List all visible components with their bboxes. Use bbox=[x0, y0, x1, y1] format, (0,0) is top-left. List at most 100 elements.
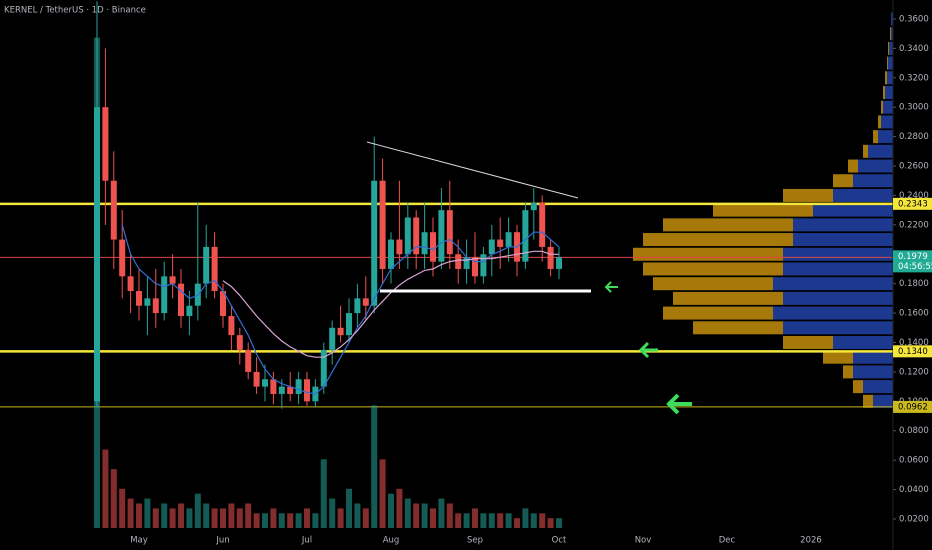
candle-body bbox=[144, 298, 151, 306]
profile-layer bbox=[633, 12, 893, 408]
price-axis bbox=[893, 0, 932, 550]
profile-bar bbox=[863, 394, 873, 408]
candle-body bbox=[136, 291, 142, 306]
volume-bar bbox=[144, 498, 151, 528]
profile-bar bbox=[693, 321, 783, 335]
profile-bar bbox=[833, 188, 893, 202]
profile-bar bbox=[833, 336, 893, 349]
profile-bar bbox=[863, 380, 893, 394]
volume-bar bbox=[194, 493, 201, 528]
candle-body bbox=[304, 379, 310, 402]
profile-bar bbox=[881, 115, 893, 129]
candle-body bbox=[346, 313, 352, 336]
x-tick-label: Nov bbox=[635, 536, 652, 546]
profile-bar bbox=[883, 86, 885, 99]
candle-body bbox=[295, 379, 302, 394]
volume-bar bbox=[514, 518, 520, 528]
y-tick-label: 0.2600 bbox=[899, 162, 929, 172]
volume-bar bbox=[505, 513, 512, 528]
y-tick-label: 0.2200 bbox=[899, 220, 929, 230]
profile-bar bbox=[663, 306, 773, 320]
profile-bar bbox=[888, 41, 889, 55]
profile-bar bbox=[713, 203, 813, 217]
candle-body bbox=[253, 371, 260, 387]
candle-body bbox=[320, 349, 327, 387]
profile-bar bbox=[633, 247, 783, 261]
candle-body bbox=[102, 107, 109, 181]
candle-body bbox=[94, 107, 100, 402]
volume-bar bbox=[522, 508, 529, 528]
candle-body bbox=[186, 305, 193, 317]
y-tick-label: 0.1800 bbox=[899, 279, 929, 289]
volume-bar bbox=[186, 508, 193, 528]
y-tick-label: 0.1400 bbox=[899, 338, 929, 348]
candle-body bbox=[178, 283, 184, 317]
candle-body bbox=[110, 180, 117, 240]
candle-body bbox=[220, 291, 226, 317]
y-tick-label: 0.3400 bbox=[899, 44, 929, 54]
volume-bar bbox=[136, 503, 142, 528]
volume-bar bbox=[110, 469, 117, 528]
profile-bar bbox=[858, 159, 893, 173]
profile-bar bbox=[653, 277, 773, 291]
profile-bar bbox=[883, 100, 893, 114]
volume-bar bbox=[379, 459, 386, 528]
volume-bar bbox=[438, 498, 445, 528]
profile-bar bbox=[889, 41, 893, 55]
profile-bar bbox=[643, 262, 783, 276]
candle-body bbox=[522, 210, 529, 262]
x-tick-label: May bbox=[130, 536, 148, 546]
profile-bar bbox=[853, 350, 893, 364]
profile-bar bbox=[891, 12, 893, 26]
profile-bar bbox=[823, 350, 853, 364]
volume-bar bbox=[413, 503, 420, 528]
profile-bar bbox=[878, 115, 881, 129]
profile-bar bbox=[783, 321, 893, 335]
level-tag-label: 0.0962 bbox=[898, 402, 928, 412]
arrow bbox=[666, 393, 692, 415]
volume-bar bbox=[455, 513, 462, 528]
profile-bar bbox=[888, 56, 893, 70]
candle-body bbox=[329, 327, 336, 350]
profile-bar bbox=[783, 336, 833, 349]
level-tag-label: 0.1340 bbox=[898, 347, 928, 357]
volume-bar bbox=[228, 503, 235, 528]
price-tag-label: 0.1979 bbox=[898, 252, 928, 262]
volume-bar bbox=[178, 503, 184, 528]
candle-body bbox=[556, 257, 562, 269]
candle-body bbox=[337, 327, 344, 336]
candle-body bbox=[152, 298, 159, 314]
level-tag bbox=[893, 197, 932, 210]
y-tick-label: 0.2800 bbox=[899, 132, 929, 142]
volume-bar bbox=[480, 513, 487, 528]
volume-bar bbox=[446, 503, 453, 528]
candle-body bbox=[497, 239, 504, 247]
volume-bar bbox=[220, 508, 226, 528]
profile-bar bbox=[853, 174, 893, 188]
profile-bar bbox=[853, 380, 863, 394]
trend-line bbox=[366, 141, 579, 199]
volume-bar bbox=[152, 508, 159, 528]
profile-bar bbox=[663, 218, 793, 232]
profile-bar bbox=[773, 306, 893, 320]
y-tick-label: 0.0800 bbox=[899, 426, 929, 436]
profile-bar bbox=[887, 71, 893, 85]
candle-body bbox=[539, 202, 546, 247]
volume-bar bbox=[497, 513, 504, 528]
candle-body bbox=[530, 202, 537, 211]
volume-bar bbox=[287, 513, 294, 528]
volume-bar bbox=[329, 498, 336, 528]
candle-body bbox=[119, 239, 126, 277]
candle-body bbox=[430, 232, 436, 262]
volume-bar bbox=[463, 513, 470, 528]
candle-body bbox=[488, 239, 495, 255]
price-countdown: 04:56:55 bbox=[898, 262, 932, 272]
x-tick-label: Jul bbox=[301, 536, 312, 546]
chart-title: KERNEL / TetherUS · 1D · Binance bbox=[4, 6, 146, 16]
volume-bar bbox=[404, 498, 411, 528]
x-tick-label: Jun bbox=[215, 536, 229, 546]
candle-body bbox=[480, 254, 487, 277]
volume-bar bbox=[354, 503, 361, 528]
volume-bar bbox=[396, 488, 403, 528]
